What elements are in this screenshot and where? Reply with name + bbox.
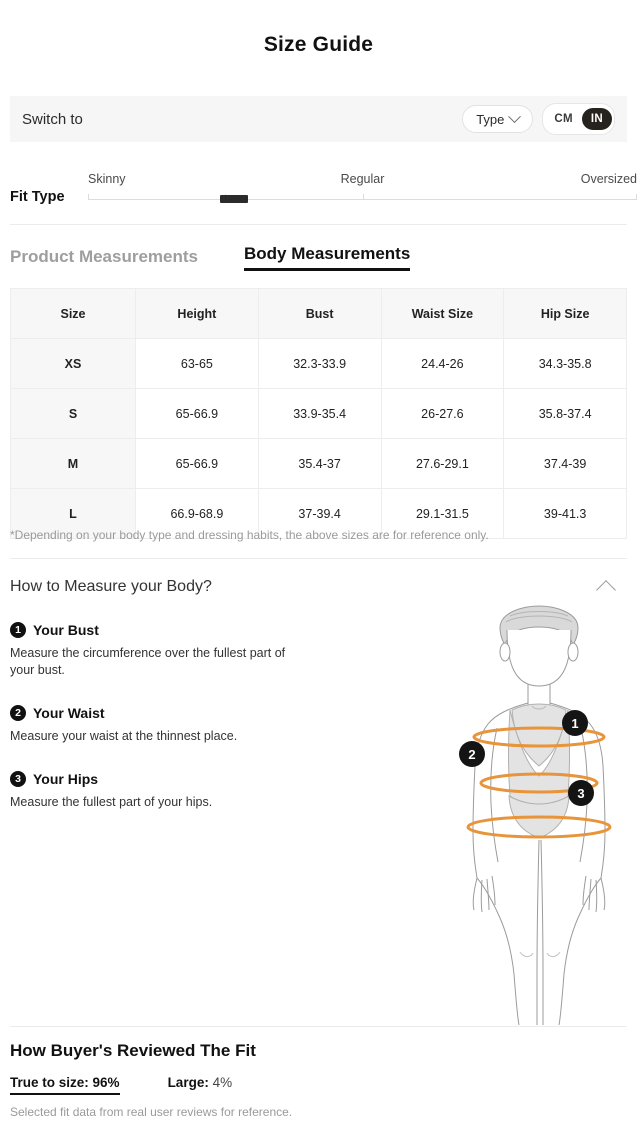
cell-hip: 34.3-35.8 (503, 338, 627, 389)
figure-marker-2: 2 (459, 741, 485, 767)
fit-type-slider[interactable]: Skinny Regular Oversized (88, 172, 637, 212)
fit-option-skinny[interactable]: Skinny (88, 172, 126, 186)
tab-product-measurements[interactable]: Product Measurements (10, 247, 198, 266)
fit-type-tick-labels: Skinny Regular Oversized (88, 172, 637, 190)
waist-band (479, 772, 599, 794)
col-size: Size (10, 288, 136, 339)
how-to-measure-title: How to Measure your Body? (10, 578, 212, 595)
body-illustration (466, 605, 612, 1026)
switch-to-bar: Switch to Type CM IN (10, 96, 627, 142)
review-value: 4% (212, 1075, 233, 1090)
table-row[interactable]: L 66.9-68.9 37-39.4 29.1-31.5 39-41.3 (10, 488, 627, 539)
cell-hip: 39-41.3 (503, 488, 627, 539)
fit-type-label: Fit Type (10, 189, 65, 205)
step-title: Your Bust (33, 622, 99, 638)
review-true-to-size[interactable]: True to size: 96% (10, 1075, 120, 1095)
reviews-row: True to size: 96% Large: 4% (10, 1075, 232, 1095)
step-title: Your Waist (33, 704, 105, 721)
review-value: 96% (92, 1075, 120, 1090)
chevron-down-icon (508, 109, 522, 123)
cell-bust: 37-39.4 (257, 488, 382, 539)
cell-height: 65-66.9 (135, 388, 259, 439)
step-title: Your Hips (33, 770, 99, 787)
cell-waist: 24.4-26 (380, 338, 505, 389)
table-note: *Depending on your body type and dressin… (10, 528, 489, 542)
divider-note (10, 558, 627, 559)
cell-bust: 35.4-37 (257, 438, 382, 489)
reviews-title: How Buyer's Reviewed The Fit (10, 1041, 256, 1060)
measure-step: 1 Your Bust Measure the circumference ov… (10, 622, 340, 679)
fit-type-tick-1 (362, 194, 364, 200)
fit-type-thumb[interactable] (219, 195, 248, 203)
col-height: Height (135, 288, 259, 339)
measure-step: 2 Your Waist Measure your waist at the t… (10, 704, 340, 745)
cell-height: 63-65 (135, 338, 259, 389)
review-large[interactable]: Large: 4% (168, 1075, 233, 1090)
review-key: True to size: (10, 1075, 89, 1090)
step-head: 2 Your Waist (10, 704, 340, 721)
step-description: Measure the fullest part of your hips. (10, 794, 213, 809)
step-description: Measure your waist at the thinnest place… (10, 728, 238, 743)
step-number-badge: 2 (10, 704, 26, 721)
how-to-measure-header[interactable]: How to Measure your Body? (10, 575, 627, 600)
bust-band (472, 726, 606, 748)
body-figure: 1 2 3 (440, 600, 637, 1026)
fit-type-tick-0 (88, 194, 89, 200)
measurement-tabs: Product Measurements Body Measurements (10, 244, 411, 271)
cell-bust: 33.9-35.4 (257, 388, 382, 439)
step-head: 1 Your Bust (10, 622, 340, 638)
cell-size: S (10, 388, 136, 439)
unit-option-in[interactable]: IN (581, 108, 612, 130)
review-key: Large: (167, 1075, 209, 1090)
size-table: Size Height Bust Waist Size Hip Size XS … (10, 288, 627, 539)
unit-toggle[interactable]: CM IN (542, 103, 615, 135)
cell-size: XS (10, 338, 136, 389)
col-bust: Bust (257, 288, 382, 339)
cell-height: 65-66.9 (135, 438, 259, 489)
fit-type-section: Fit Type Skinny Regular Oversized (0, 172, 637, 214)
cell-hip: 35.8-37.4 (503, 388, 627, 439)
measure-steps: 1 Your Bust Measure the circumference ov… (10, 622, 340, 837)
tab-body-measurements[interactable]: Body Measurements (244, 244, 411, 271)
cell-height: 66.9-68.9 (135, 488, 259, 539)
table-row[interactable]: M 65-66.9 35.4-37 27.6-29.1 37.4-39 (10, 438, 627, 489)
cell-waist: 26-27.6 (380, 388, 505, 439)
type-select-button[interactable]: Type (462, 105, 534, 133)
step-number-badge: 1 (10, 622, 26, 638)
page-title: Size Guide (263, 33, 374, 56)
table-header-row: Size Height Bust Waist Size Hip Size (10, 288, 627, 339)
type-select-label: Type (476, 111, 505, 127)
table-row[interactable]: XS 63-65 32.3-33.9 24.4-26 34.3-35.8 (10, 338, 627, 389)
cell-size: M (10, 438, 136, 489)
col-hip: Hip Size (503, 288, 627, 339)
unit-option-cm[interactable]: CM (554, 113, 573, 125)
divider-fit (10, 224, 627, 225)
table-row[interactable]: S 65-66.9 33.9-35.4 26-27.6 35.8-37.4 (10, 388, 627, 439)
step-head: 3 Your Hips (10, 770, 340, 787)
cell-bust: 32.3-33.9 (257, 338, 382, 389)
hip-band (466, 815, 612, 839)
fit-option-oversized[interactable]: Oversized (580, 172, 637, 186)
switch-to-label: Switch to (22, 110, 83, 128)
step-number-badge: 3 (10, 770, 26, 787)
measure-step: 3 Your Hips Measure the fullest part of … (10, 770, 340, 811)
cell-waist: 29.1-31.5 (380, 488, 505, 539)
chevron-up-icon[interactable] (596, 579, 616, 600)
figure-marker-3: 3 (568, 780, 594, 806)
divider-reviews (10, 1026, 627, 1027)
figure-marker-1: 1 (562, 710, 588, 736)
cell-size: L (10, 488, 136, 539)
step-description: Measure the circumference over the fulle… (10, 646, 286, 677)
cell-waist: 27.6-29.1 (380, 438, 505, 489)
cell-hip: 37.4-39 (503, 438, 627, 489)
reviews-note: Selected fit data from real user reviews… (10, 1105, 293, 1119)
fit-option-regular[interactable]: Regular (340, 172, 385, 186)
col-waist: Waist Size (380, 288, 505, 339)
